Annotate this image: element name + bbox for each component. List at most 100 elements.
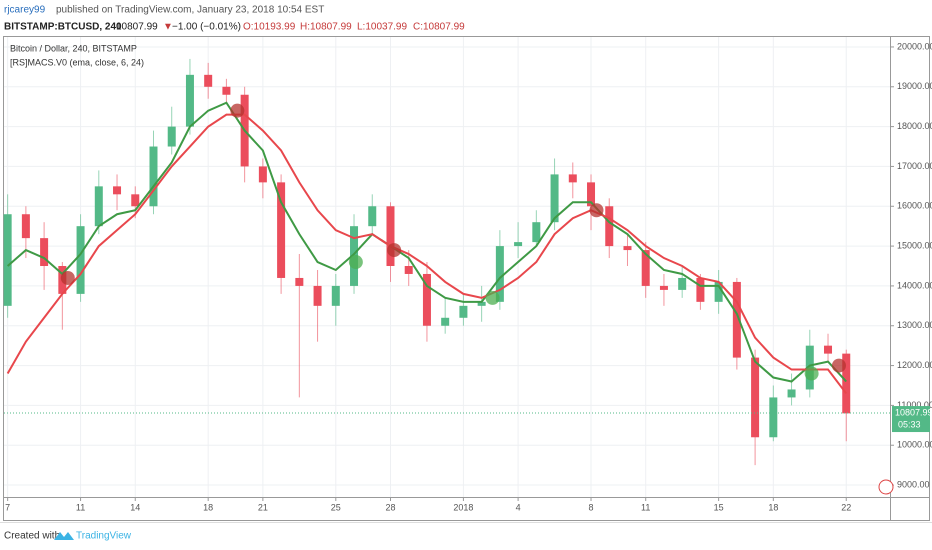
grid — [4, 37, 890, 497]
author[interactable]: rjcarey99 — [4, 5, 46, 16]
candle-body — [94, 186, 103, 227]
candle-body — [824, 345, 833, 354]
cross-signal — [60, 270, 75, 285]
x-tick-label: 18 — [203, 502, 213, 512]
published: published on TradingView.com, January 23… — [56, 5, 324, 16]
cross-signal — [804, 366, 819, 381]
chart-title: Bitcoin / Dollar, 240, BITSTAMP — [10, 43, 137, 53]
plot — [3, 58, 890, 466]
candle-body — [751, 357, 760, 438]
x-tick-label: 22 — [841, 502, 851, 512]
price: 10807.99 — [116, 22, 158, 33]
last-price-box — [892, 406, 930, 433]
candle-body — [641, 250, 650, 286]
ema-line — [6, 113, 848, 395]
cross-signal — [831, 358, 846, 373]
candle-body — [587, 182, 596, 207]
candle-body — [204, 74, 213, 87]
candle-body — [514, 242, 523, 247]
y-tick-label: 9000.00 — [897, 479, 930, 489]
candle-body — [3, 214, 12, 306]
y-tick-label: 13000.00 — [897, 320, 932, 330]
x-tick-label: 21 — [258, 502, 268, 512]
x-tick-label: 14 — [130, 502, 140, 512]
candle-body — [659, 285, 668, 290]
candle-body — [258, 166, 267, 183]
change: −1.00 (−0.01%) — [172, 22, 241, 33]
candle-body — [404, 266, 413, 274]
candle-body — [623, 246, 632, 251]
candle-body — [550, 174, 559, 223]
y-tick-label: 19000.00 — [897, 81, 932, 91]
candle-body — [605, 206, 614, 247]
y-tick-label: 12000.00 — [897, 360, 932, 370]
x-tick-label: 18 — [768, 502, 778, 512]
cross-signal — [387, 243, 402, 258]
footer-created: Created with — [4, 531, 60, 542]
candle-body — [386, 206, 395, 267]
last-price-label: 10807.99 — [895, 407, 932, 417]
y-tick-label: 14000.00 — [897, 280, 932, 290]
x-tick-label: 4 — [516, 502, 521, 512]
low: L:10037.99 — [357, 22, 407, 33]
open: O:10193.99 — [243, 22, 296, 33]
candle-body — [732, 281, 741, 358]
footer-logo — [54, 532, 74, 540]
candle-body — [368, 206, 377, 227]
countdown-label: 05:33 — [898, 419, 921, 429]
y-tick-label: 11000.00 — [897, 400, 932, 410]
candle-body — [149, 146, 158, 207]
candle-body — [313, 285, 322, 306]
arrow: ▼ — [163, 22, 173, 33]
cross-signal — [485, 290, 500, 305]
x-tick-label: 11 — [641, 502, 650, 512]
indicator-label: [RS]MACS.V0 (ema, close, 6, 24) — [10, 57, 144, 67]
high: H:10807.99 — [300, 22, 352, 33]
y-tick-label: 16000.00 — [897, 201, 932, 211]
candle-body — [459, 305, 468, 318]
x-tick-label: 2018 — [453, 502, 473, 512]
close: C:10807.99 — [413, 22, 465, 33]
logo-icon[interactable] — [878, 479, 894, 495]
candle-body — [21, 214, 30, 239]
y-tick-label: 15000.00 — [897, 240, 932, 250]
frame — [3, 36, 930, 521]
ema-line — [6, 101, 847, 383]
candle-body — [185, 74, 194, 127]
cross-signal — [589, 203, 604, 218]
y-tick-label: 17000.00 — [897, 161, 932, 171]
y-tick-label: 18000.00 — [897, 121, 932, 131]
x-tick-label: 8 — [589, 502, 594, 512]
candle-body — [222, 86, 231, 95]
footer-brand[interactable]: TradingView — [76, 531, 132, 542]
x-tick-label: 11 — [76, 502, 85, 512]
cross-signal — [348, 255, 363, 270]
x-tick-label: 28 — [385, 502, 395, 512]
candle-body — [40, 238, 49, 267]
candle-body — [769, 397, 778, 438]
candle-body — [295, 277, 304, 286]
candle-body — [714, 281, 723, 302]
candle-body — [495, 246, 504, 302]
candle-body — [331, 285, 340, 306]
candle-body — [131, 194, 140, 207]
cross-signal — [230, 103, 245, 118]
axes: 9000.00 10000.00 11000.00 12000.00 13000.00 1… — [5, 41, 932, 512]
candle-body — [696, 277, 705, 302]
candle-body — [422, 273, 431, 326]
x-tick-label: 25 — [331, 502, 341, 512]
y-tick-label: 10000.00 — [897, 440, 932, 450]
candle-body — [277, 182, 286, 278]
candle-body — [568, 174, 577, 183]
x-tick-label: 15 — [714, 502, 724, 512]
candle-body — [678, 277, 687, 290]
symbol: BITSTAMP:BTCUSD, 240 — [4, 22, 122, 33]
candle-body — [532, 222, 541, 243]
candle-body — [441, 317, 450, 326]
candle-body — [167, 126, 176, 147]
candle-body — [842, 353, 851, 414]
candle-body — [787, 389, 796, 398]
candle-body — [477, 301, 486, 306]
candle-body — [113, 186, 122, 195]
